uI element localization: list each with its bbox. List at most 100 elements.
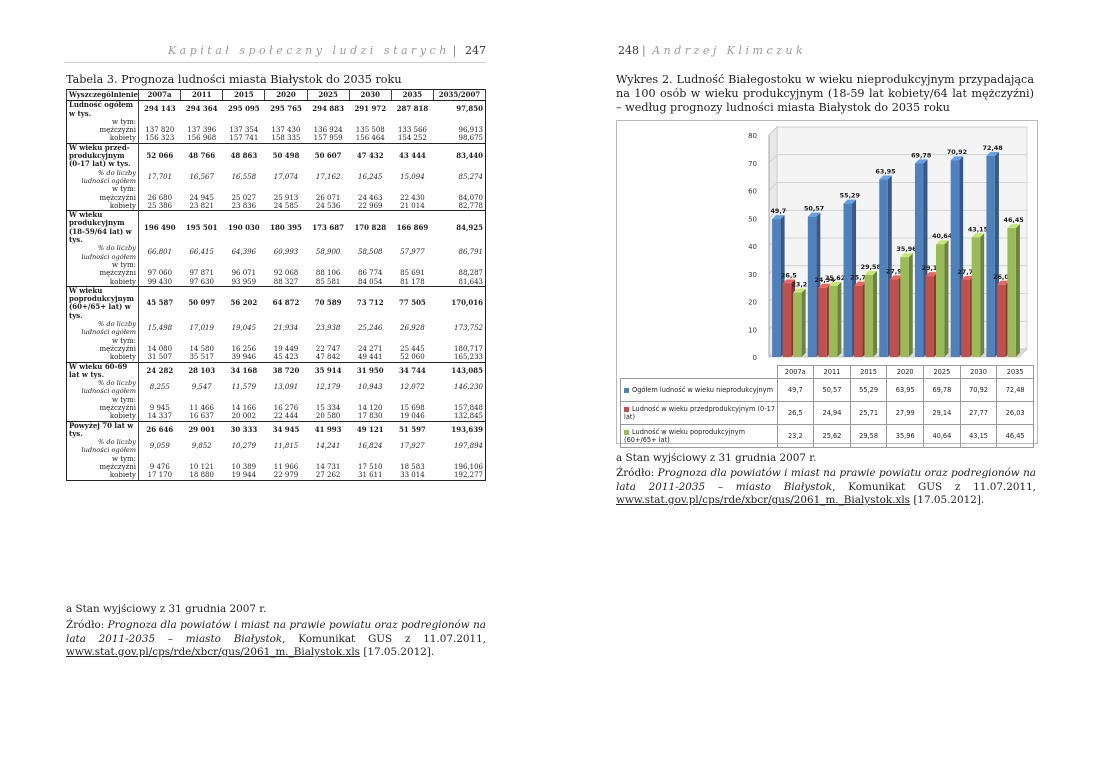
bar-top <box>879 175 892 180</box>
row-label: W wieku produkcyjnym (18-59/64 lat) w ty… <box>66 210 139 245</box>
table-cell: 14 080 <box>147 344 173 353</box>
table-cell: 35 517 <box>189 353 214 362</box>
table-cell: 143,085 <box>433 361 486 380</box>
data-table-cell: 55,29 <box>849 378 888 402</box>
bar <box>772 219 781 357</box>
table-cell <box>223 185 265 193</box>
table-cell <box>349 396 391 404</box>
table-cell: 34 168 <box>222 361 265 380</box>
chart-data-table: 2007a 2011 2015 2020 2025 2030 2035 Ogółem ludn… <box>620 365 1034 448</box>
table-cell: 20 580 <box>315 412 341 421</box>
table-cell <box>433 117 486 127</box>
bar-top <box>914 159 928 164</box>
row-label: % do liczby ludności ogółem <box>66 379 139 396</box>
table-cell: 195 501 <box>180 210 223 245</box>
y-tick-label: 10 <box>748 326 757 334</box>
bar <box>889 279 899 357</box>
x-tick-label: 2020 <box>886 365 925 379</box>
table-row: Ludność ogółem w tys. 294 143 294 364 295 0… <box>66 100 486 118</box>
chart-source: Źródło: Prognoza dla powiatów i miast na… <box>616 467 1036 507</box>
table-cell: 23 836 <box>231 201 257 210</box>
data-table-cell: 43,15 <box>959 424 998 448</box>
table-cell: 64 872 <box>264 285 308 321</box>
table-cell: 24 463 <box>358 193 383 202</box>
table-cell: 24 282 <box>138 361 181 380</box>
running-header: Kapitał społeczny ludzi starych | 247 <box>167 44 486 57</box>
table-cell: 50 097 <box>180 285 223 321</box>
data-table-cell: 49,7 <box>776 378 815 402</box>
table-cell: 97 630 <box>189 277 214 286</box>
data-table-cell: 70,92 <box>959 378 998 402</box>
table-cell: 157 741 <box>229 134 259 143</box>
table-cell <box>139 185 181 193</box>
data-table-cell: 27,99 <box>886 401 925 425</box>
source-link[interactable]: www.stat.gov.pl/cps/rde/xbcr/gus/2061_m.… <box>616 494 911 507</box>
table-row: kobiety 99 430 97 630 93 959 88 327 85 581 84 … <box>66 277 486 287</box>
table-cell: 19 449 <box>273 344 299 353</box>
bar <box>828 285 838 357</box>
row-label: Ludność ogółem w tys. <box>66 100 139 118</box>
table-cell: 25 027 <box>231 193 257 202</box>
data-label: 69,78 <box>911 151 932 159</box>
table-cell: 287 818 <box>391 100 434 118</box>
data-table-cell: 35,96 <box>886 424 925 448</box>
data-label: 26,5 <box>781 271 797 279</box>
table-cell: 8,255 <box>149 383 170 392</box>
table-cell: 197,894 <box>433 438 486 455</box>
table-cell: 294 143 <box>138 100 181 118</box>
row-label: kobiety <box>66 134 139 144</box>
table-cell: 22 979 <box>264 471 308 481</box>
table-cell: 165,233 <box>433 353 486 362</box>
table-cell: 14,241 <box>315 442 341 451</box>
table-cell <box>181 118 223 126</box>
row-label: Powyżej 70 lat w tys. <box>66 420 139 439</box>
table-cell: 196,106 <box>433 463 486 472</box>
table-row: kobiety 14 337 16 637 20 002 22 444 20 580 17 … <box>66 412 486 422</box>
table-cell: 158 335 <box>271 134 301 143</box>
table-cell: 82,778 <box>433 201 486 211</box>
data-label: 27,99 <box>886 267 907 275</box>
row-label: % do liczby ludności ogółem <box>66 244 139 261</box>
bar-top <box>807 212 821 217</box>
table-cell: 132,845 <box>433 412 486 422</box>
table-cell: 58,900 <box>315 248 341 257</box>
table-cell: 92 068 <box>273 269 299 278</box>
row-label: % do liczby ludności ogółem <box>66 320 139 337</box>
table-cell: 156 968 <box>187 134 217 143</box>
table-cell: 84,070 <box>433 193 486 202</box>
page-number: 247 <box>465 44 486 57</box>
bar <box>843 203 853 357</box>
bar-top <box>793 288 806 293</box>
bar <box>793 292 802 357</box>
table-row: kobiety 31 507 35 517 39 946 45 423 47 842 49 … <box>66 353 486 362</box>
table-cell <box>139 337 181 345</box>
table-cell: 10,943 <box>358 383 383 392</box>
table-cell <box>349 118 391 126</box>
table-cell: 12,179 <box>315 383 341 392</box>
table-cell: 16 256 <box>231 344 257 353</box>
table-cell: 26 680 <box>147 193 173 202</box>
source-link[interactable]: www.stat.gov.pl/cps/rde/xbcr/gus/2061_m.… <box>66 646 361 659</box>
table-cell: 14 166 <box>231 403 257 412</box>
table-cell: 47 432 <box>349 142 392 169</box>
table-cell <box>265 118 307 126</box>
table-header-cell: 2011 <box>180 88 224 102</box>
table-cell: 13,091 <box>273 383 299 392</box>
bar <box>900 257 909 357</box>
data-table-corner <box>621 366 778 379</box>
table-cell: 9 945 <box>149 403 170 412</box>
data-table-cell: 24,94 <box>813 401 851 425</box>
table-cell: 15 698 <box>400 403 425 412</box>
table-cell <box>223 337 265 345</box>
table-row: W wieku przed-produkcyjnym (0-17 lat) w … <box>66 142 486 169</box>
table-cell: 16,824 <box>358 442 383 451</box>
header-rule <box>64 62 486 63</box>
gridline <box>768 210 778 219</box>
table-cell: 193,639 <box>433 420 486 439</box>
table-cell: 133 566 <box>397 126 427 135</box>
y-tick-label: 50 <box>748 215 757 223</box>
y-tick-label: 20 <box>748 299 757 307</box>
row-label: mężczyźni <box>66 403 139 413</box>
right-page: 248 | Andrzej Klimczuk Wykres 2. Ludność B… <box>550 0 1100 778</box>
data-table-cell: 27,77 <box>959 401 998 425</box>
